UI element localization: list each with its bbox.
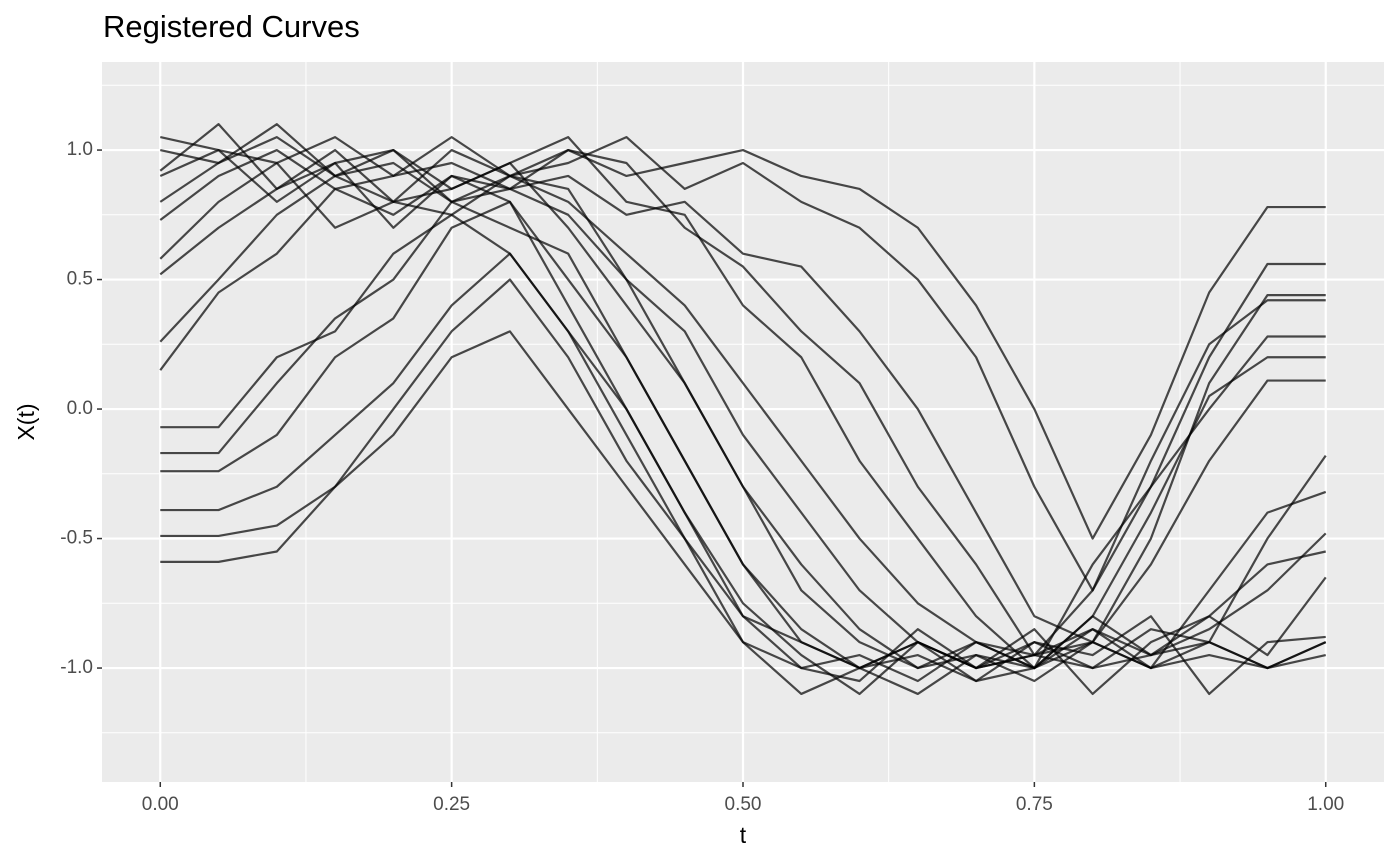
y-tick-label: 0.5 [67,269,93,290]
curve [160,330,1327,696]
x-tick-label: 0.75 [1016,794,1053,815]
curve [159,174,1326,670]
x-tick-label: 0.00 [142,794,179,815]
lines [159,123,1327,696]
curve [160,136,1326,540]
x-tick-label: 1.00 [1307,794,1344,815]
y-tick-label: -0.5 [60,528,93,549]
chart-title: Registered Curves [103,9,360,44]
curve [160,200,1326,696]
curve [159,148,1326,670]
x-axis-title: t [740,822,747,848]
curve [160,278,1327,696]
curve [159,136,1326,670]
y-tick-label: 0.0 [67,398,93,419]
y-axis-title: X(t) [13,403,39,440]
x-tick-label: 0.50 [725,794,762,815]
x-tick-label: 0.25 [433,794,470,815]
y-tick-label: -1.0 [60,657,93,678]
curve [159,123,1326,644]
y-tick-label: 1.0 [67,139,93,160]
